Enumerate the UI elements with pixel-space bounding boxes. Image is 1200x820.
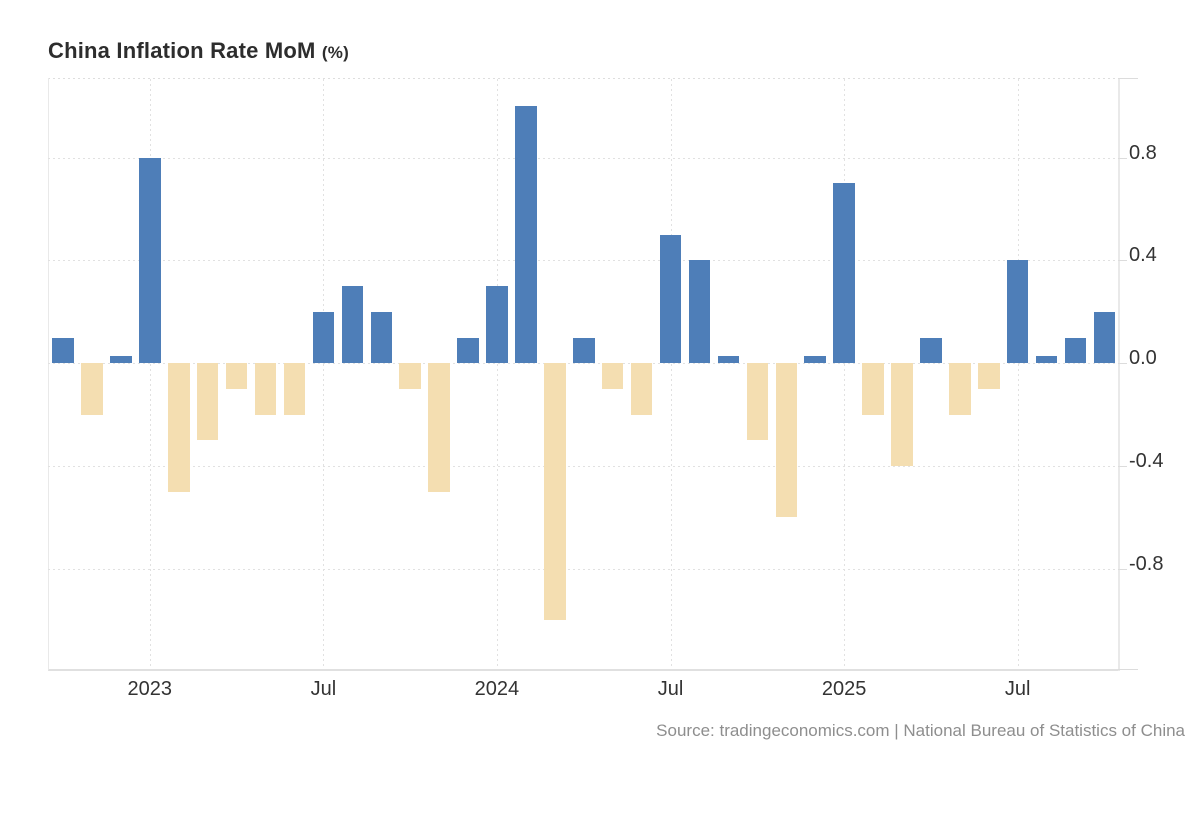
bar-2025-06[interactable] (978, 363, 1000, 389)
chart-title-unit: (%) (321, 43, 349, 62)
x-axis-label-2024-07: Jul (657, 678, 684, 700)
bar-2023-02[interactable] (168, 363, 190, 492)
bar-2023-10[interactable] (399, 363, 421, 389)
bar-2023-04[interactable] (225, 363, 248, 389)
x-axis-label-2023-01: 2023 (127, 678, 173, 700)
y-axis-line (1118, 78, 1120, 671)
gridline-x-2025-01 (844, 79, 846, 669)
bar-2024-01[interactable] (486, 286, 508, 364)
y-axis-label: -0.8 (1129, 552, 1164, 575)
gridline-y-0.4 (48, 260, 1118, 262)
x-axis-label-2025-01: 2025 (821, 678, 867, 700)
y-axis-label: -0.4 (1129, 450, 1164, 472)
chart-title: China Inflation Rate MoM (%) (48, 38, 349, 64)
bar-2023-05[interactable] (254, 363, 277, 415)
bar-2023-08[interactable] (341, 286, 364, 364)
gridline-x-2025-07 (1017, 79, 1019, 669)
bar-2024-05[interactable] (601, 363, 624, 389)
y-axis-label: 0.8 (1129, 141, 1157, 164)
bar-2024-07[interactable] (659, 234, 682, 364)
bar-2023-12[interactable] (457, 337, 479, 364)
y-axis-end-tick (1118, 78, 1138, 79)
gridline-y-0.0 (48, 363, 1118, 365)
bar-2025-09[interactable] (1064, 337, 1087, 364)
bar-2023-09[interactable] (370, 311, 392, 364)
bar-2022-12[interactable] (110, 356, 132, 364)
y-axis-label: 0.0 (1129, 347, 1157, 370)
bar-2023-06[interactable] (283, 363, 306, 415)
gridline-y--0.8 (48, 568, 1118, 570)
x-axis-label-2023-07: Jul (310, 678, 337, 700)
bar-2025-10[interactable] (1093, 311, 1116, 364)
y-axis-tick (1118, 260, 1127, 262)
x-axis-label-2025-07: Jul (1004, 678, 1031, 700)
chart-title-text: China Inflation Rate MoM (48, 38, 316, 63)
bar-2025-01[interactable] (833, 183, 855, 364)
gridline-y-0.8 (48, 157, 1118, 159)
bar-2024-09[interactable] (717, 356, 740, 364)
bar-2023-01[interactable] (139, 157, 161, 364)
bar-2025-05[interactable] (949, 363, 971, 415)
bar-2024-10[interactable] (746, 363, 769, 441)
bar-2025-03[interactable] (891, 363, 913, 466)
bar-2024-08[interactable] (688, 260, 711, 364)
x-axis-label-2024-01: 2024 (474, 678, 520, 700)
bar-2023-11[interactable] (428, 363, 450, 492)
bar-2023-07[interactable] (312, 311, 335, 364)
bar-2024-06[interactable] (630, 363, 653, 415)
gridline-y--0.4 (48, 466, 1118, 467)
bar-2022-10[interactable] (52, 337, 74, 364)
y-axis-tick (1118, 466, 1127, 467)
bar-2024-03[interactable] (544, 363, 566, 621)
gridline-x-2023-07 (323, 79, 325, 669)
bar-2025-08[interactable] (1035, 356, 1058, 364)
bar-2023-03[interactable] (196, 363, 219, 441)
y-axis-end-tick (1118, 669, 1138, 670)
bar-2025-04[interactable] (920, 337, 942, 364)
y-axis-tick (1118, 157, 1127, 159)
bar-2024-12[interactable] (804, 356, 826, 364)
gridline-x-2024-07 (670, 79, 672, 669)
bar-2024-11[interactable] (775, 363, 797, 518)
y-axis-label: 0.4 (1129, 244, 1157, 267)
bar-2022-11[interactable] (81, 363, 103, 415)
plot-area (48, 78, 1119, 671)
y-axis-tick (1118, 363, 1127, 365)
y-axis-tick (1118, 568, 1127, 570)
bar-2024-04[interactable] (573, 337, 595, 364)
bar-2024-02[interactable] (515, 106, 537, 364)
gridline-x-2023-01 (149, 79, 151, 669)
bar-2025-02[interactable] (862, 363, 884, 415)
plot-top-border (48, 78, 1118, 79)
source-attribution: Source: tradingeconomics.com | National … (656, 721, 1185, 740)
bar-2025-07[interactable] (1006, 260, 1029, 364)
gridline-x-2024-01 (496, 79, 498, 669)
